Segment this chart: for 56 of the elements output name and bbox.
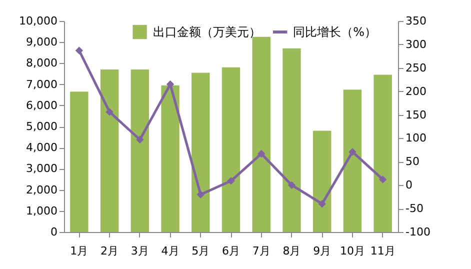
- y2-tick-label: 150: [406, 108, 426, 122]
- bar: [70, 92, 88, 232]
- y2-tick-label: 350: [406, 14, 426, 28]
- y2-tick-label: 0: [406, 178, 412, 192]
- point: [106, 108, 114, 116]
- y-tick-label: 2,000: [26, 183, 58, 196]
- y2-tick-label: 250: [406, 61, 426, 74]
- y-tick-label: 6,000: [26, 98, 58, 112]
- legend-label: 同比增长（%）: [293, 25, 376, 39]
- bar: [374, 74, 392, 232]
- bar: [222, 67, 240, 232]
- point: [196, 190, 205, 198]
- y-tick-label: 0: [50, 226, 58, 238]
- point: [136, 136, 144, 144]
- y2-tick-label: 200: [406, 84, 426, 98]
- y2-tick-label: 300: [406, 38, 426, 51]
- x-tick-label: 1月: [70, 244, 88, 258]
- x-tick-label: 5月: [192, 244, 210, 258]
- legend-label: 出口金额（万美元）: [152, 25, 261, 39]
- x-tick-label: 9月: [313, 244, 332, 258]
- x-tick-label: 4月: [161, 244, 180, 258]
- bar: [130, 70, 150, 232]
- point: [318, 200, 326, 208]
- y2-tick-label: -50: [406, 202, 424, 216]
- bar: [312, 130, 332, 232]
- y2-tick-label: -100: [406, 226, 430, 238]
- bar: [100, 70, 119, 232]
- bar: [192, 72, 210, 232]
- y-tick-label: 9,000: [26, 36, 58, 49]
- x-tick-label: 3月: [130, 244, 149, 258]
- y-tick-label: 1,000: [26, 204, 58, 218]
- y-tick-label: 5,000: [26, 120, 58, 133]
- point: [166, 80, 174, 88]
- point: [288, 181, 296, 189]
- bar: [252, 36, 270, 232]
- x-tick-label: 7月: [252, 244, 270, 258]
- x-tick-label: 6月: [222, 244, 240, 258]
- x-tick-label: 2月: [100, 244, 119, 258]
- y-tick-label: 10,000: [19, 14, 58, 28]
- y2-tick-label: 100: [406, 132, 426, 145]
- bar: [343, 90, 362, 232]
- point: [75, 46, 84, 54]
- bar: [161, 85, 180, 232]
- y-tick-label: 8,000: [26, 56, 58, 70]
- y-tick-label: 3,000: [26, 162, 58, 176]
- x-tick-label: 11月: [370, 244, 396, 258]
- point: [348, 148, 356, 156]
- point: [227, 177, 235, 185]
- bar: [282, 48, 301, 232]
- x-tick-label: 8月: [282, 244, 301, 258]
- x-tick-label: 10月: [340, 244, 365, 258]
- point: [378, 176, 387, 184]
- point: [257, 150, 266, 158]
- y-tick-label: 4,000: [26, 141, 58, 154]
- y2-tick-label: 50: [406, 155, 420, 168]
- y-tick-label: 7,000: [26, 78, 58, 91]
